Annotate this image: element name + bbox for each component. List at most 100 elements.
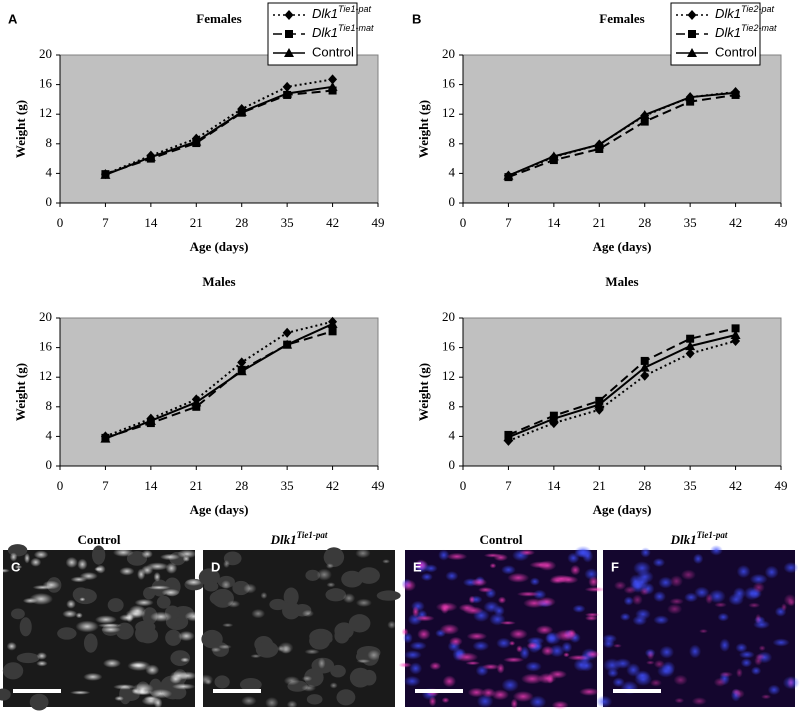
cell [209,590,230,606]
legend [670,2,761,66]
nucleus [549,644,565,658]
stain [491,689,510,701]
stain [147,585,171,590]
marker [687,48,697,57]
stain [277,645,284,652]
marker [284,10,294,20]
stain [77,558,88,571]
stain [129,662,147,668]
nucleus [735,642,748,653]
stain [184,578,203,586]
x-tick-label: 7 [505,478,512,493]
series-line [105,85,333,176]
nucleus [636,570,654,584]
legend-label: Dlk1Tie2-pat [715,4,774,21]
y-tick-label: 20 [39,46,52,61]
series-line [105,330,333,439]
marker [192,402,201,411]
x-tick-label: 42 [729,478,742,493]
nucleus [561,641,573,653]
stain [260,592,268,599]
stain [508,640,516,646]
stain [149,689,173,699]
panel-label: Dlk1Tie1-pat [270,530,328,547]
stain [356,659,371,664]
marker [688,30,696,38]
cell [11,608,25,620]
stain [446,552,468,561]
chart-title: Females [196,11,241,26]
stain [401,579,417,592]
stain [131,689,154,696]
marker [640,117,649,126]
stain [265,697,279,709]
stain [119,567,135,576]
stain [94,566,102,572]
stain [153,571,161,582]
nucleus [717,612,730,622]
stain [458,603,476,612]
x-tick-label: 21 [190,478,203,493]
series-line [508,339,736,442]
marker [282,327,292,338]
nucleus [496,637,512,649]
panel-letter: E [413,559,422,574]
marker [687,10,697,20]
stain [526,641,539,650]
stain [36,660,48,667]
stain [100,626,121,634]
marker [285,30,293,38]
marker [236,366,247,376]
chart-title: Males [605,274,638,289]
marker [327,81,338,91]
stain [250,654,262,659]
x-tick-label: 42 [326,215,339,230]
stain [669,597,684,605]
nucleus [607,668,619,678]
nucleus [688,644,702,659]
nucleus [623,596,634,606]
cell [16,652,40,664]
x-tick-label: 14 [144,478,158,493]
panel-letter: F [611,559,619,574]
stain [428,696,437,707]
stain [623,586,637,595]
nucleus [567,552,580,564]
legend-label: Dlk1Tie2-mat [715,23,777,40]
stain [719,671,734,678]
stain [673,674,688,686]
x-tick-label: 35 [281,478,294,493]
stain [503,656,525,663]
stain [172,683,196,690]
stain [241,695,257,706]
stain [30,557,42,567]
stain [113,684,136,690]
y-tick-label: 0 [449,457,456,472]
cell [214,675,230,689]
marker [685,341,696,351]
panel-letter: C [11,559,21,574]
stain [66,599,76,609]
marker [100,169,111,179]
stain [713,677,727,687]
stain [667,603,683,615]
stain [748,602,761,608]
nucleus [529,577,540,586]
stain [165,562,178,574]
stain [70,576,88,583]
stain [178,630,195,642]
y-tick-label: 12 [442,368,455,383]
marker [236,106,247,116]
stain [512,690,534,703]
nucleus [626,663,641,677]
x-tick-label: 7 [102,478,109,493]
stain [516,645,523,653]
stain [128,605,146,617]
nucleus [445,571,459,581]
y-tick-label: 20 [442,309,455,324]
stain [382,559,391,564]
cell [115,622,134,640]
stain [218,644,232,650]
stain [301,684,317,692]
micrograph [0,544,205,711]
